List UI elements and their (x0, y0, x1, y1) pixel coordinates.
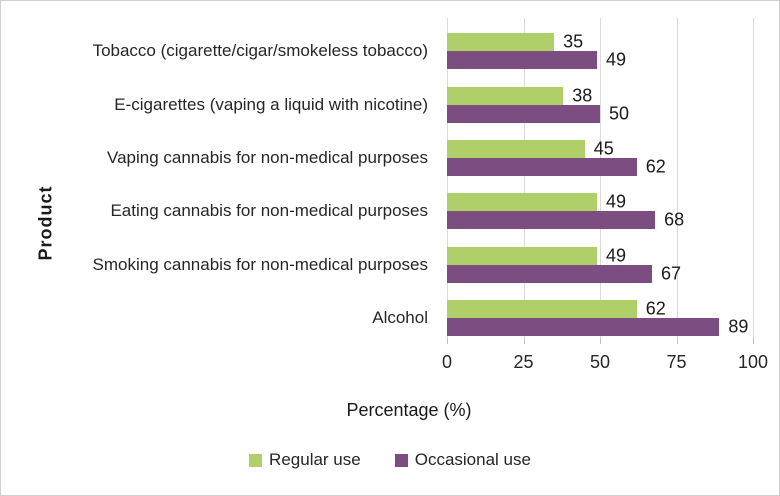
category-label-alcohol: Alcohol (372, 308, 428, 327)
value-label-regular-use-vaping-cannabis-for-non-medical-purposes: 45 (593, 138, 614, 159)
gridline-0 (447, 18, 448, 338)
bar-occasional-use-smoking-cannabis-for-non-medical-purposes (447, 264, 653, 283)
value-label-regular-use-alcohol: 62 (645, 298, 666, 319)
bar-regular-use-e-cigarettes-vaping-a-liquid-with-nicotine (447, 86, 564, 105)
value-label-regular-use-smoking-cannabis-for-non-medical-purposes: 49 (605, 245, 626, 266)
x-tick-label-50: 50 (589, 352, 611, 372)
axis-tick-25 (523, 338, 525, 344)
axis-tick-0 (447, 338, 448, 344)
bar-occasional-use-alcohol (447, 318, 720, 336)
legend-item-occasional-use: Occasional use (394, 450, 531, 470)
category-axis-labels: Tobacco (cigarette/cigar/smokeless tobac… (1, 1, 438, 371)
axis-tick-50 (600, 338, 601, 344)
x-axis-title: Percentage (%) (346, 400, 472, 420)
bar-regular-use-alcohol (447, 300, 637, 318)
x-axis-tick-labels: 0 25 50 75 100 (442, 352, 768, 374)
gridline-50 (600, 18, 601, 338)
axis-tick-75 (676, 338, 678, 344)
value-label-regular-use-e-cigarettes-vaping-a-liquid-with-nicotine: 38 (572, 85, 593, 106)
value-label-regular-use-eating-cannabis-for-non-medical-purposes: 49 (605, 191, 626, 212)
bar-regular-use-tobacco-cigarette-cigar-smokeless-tobacco (447, 33, 555, 52)
gridline-75 (676, 18, 678, 338)
bar-regular-use-vaping-cannabis-for-non-medical-purposes (447, 140, 585, 158)
category-label-eating-cannabis-for-non-medical-purposes: Eating cannabis for non-medical purposes (110, 201, 428, 221)
gridline-25 (523, 18, 525, 338)
value-label-regular-use-tobacco-cigarette-cigar-smokeless-tobacco: 35 (563, 31, 584, 52)
bar-occasional-use-e-cigarettes-vaping-a-liquid-with-nicotine (447, 104, 600, 123)
x-tick-label-100: 100 (737, 352, 769, 372)
x-tick-label-25: 25 (513, 352, 534, 372)
x-tick-label-0: 0 (441, 352, 453, 372)
legend-swatch-regular-use (249, 453, 263, 467)
value-label-occasional-use-smoking-cannabis-for-non-medical-purposes: 67 (661, 263, 682, 284)
category-label-vaping-cannabis-for-non-medical-purposes: Vaping cannabis for non-medical purposes (107, 148, 428, 167)
axis-tick-100 (753, 338, 754, 344)
legend-item-regular-use: Regular use (249, 450, 361, 470)
value-label-occasional-use-alcohol: 89 (728, 316, 749, 337)
category-label-smoking-cannabis-for-non-medical-purposes: Smoking cannabis for non-medical purpose… (92, 254, 428, 274)
value-label-occasional-use-eating-cannabis-for-non-medical-purposes: 68 (664, 209, 685, 230)
bar-regular-use-smoking-cannabis-for-non-medical-purposes (447, 246, 597, 265)
x-tick-label-75: 75 (666, 352, 687, 372)
value-label-occasional-use-tobacco-cigarette-cigar-smokeless-tobacco: 49 (605, 49, 626, 70)
legend: Regular use Occasional use (1, 450, 779, 470)
value-label-occasional-use-e-cigarettes-vaping-a-liquid-with-nicotine: 50 (609, 103, 630, 124)
legend-label-occasional-use: Occasional use (414, 450, 531, 469)
bar-occasional-use-vaping-cannabis-for-non-medical-purposes (447, 158, 637, 176)
category-label-tobacco-cigarette-cigar-smokeless-tobacco: Tobacco (cigarette/cigar/smokeless tobac… (92, 41, 428, 61)
gridline-100 (753, 18, 754, 338)
value-label-occasional-use-vaping-cannabis-for-non-medical-purposes: 62 (645, 156, 666, 177)
plot-area: 35 49 38 50 45 62 49 68 49 67 62 89 (447, 18, 754, 344)
bar-occasional-use-eating-cannabis-for-non-medical-purposes (447, 211, 656, 230)
legend-swatch-occasional-use (394, 453, 408, 467)
legend-label-regular-use: Regular use (269, 450, 361, 469)
bar-regular-use-eating-cannabis-for-non-medical-purposes (447, 193, 597, 212)
category-label-e-cigarettes-vaping-a-liquid-with-nicotine: E-cigarettes (vaping a liquid with nicot… (114, 94, 428, 114)
bar-occasional-use-tobacco-cigarette-cigar-smokeless-tobacco (447, 51, 597, 70)
